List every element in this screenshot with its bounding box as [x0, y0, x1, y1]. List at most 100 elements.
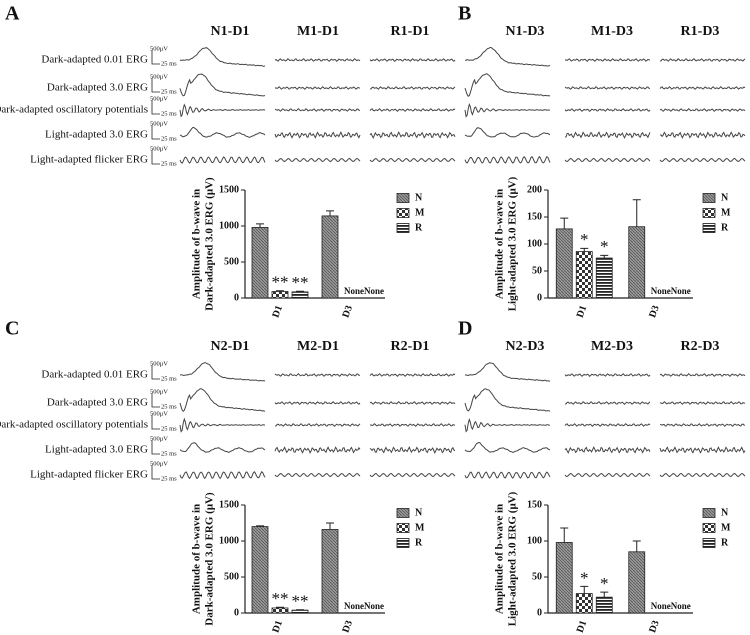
legend-label: M — [721, 207, 731, 218]
x-tick-label: D1 — [270, 304, 285, 319]
erg-trace — [274, 423, 361, 427]
erg-trace — [659, 446, 746, 454]
erg-trace — [464, 388, 551, 412]
erg-trace — [464, 441, 551, 453]
erg-trace — [179, 127, 266, 138]
erg-trace — [659, 401, 746, 405]
erg-trace — [369, 423, 456, 427]
legend-label: M — [721, 522, 731, 533]
erg-trace — [464, 127, 551, 138]
erg-trace — [369, 108, 456, 112]
erg-trace — [274, 157, 361, 163]
scale-time: 25 ms — [161, 110, 177, 117]
erg-trace — [179, 73, 266, 97]
error-bar — [632, 199, 641, 227]
scale-bar — [151, 150, 160, 165]
erg-trace — [464, 417, 551, 433]
y-axis-label: Dark-adapted 3.0 ERG (μV) — [204, 177, 216, 311]
erg-trace — [179, 417, 266, 433]
trace-label: Dark-adapted 3.0 ERG — [47, 82, 148, 94]
scale-time: 25 ms — [161, 88, 177, 95]
erg-trace — [564, 472, 651, 478]
erg-trace — [564, 446, 651, 454]
legend-swatch — [702, 193, 716, 203]
y-tick-label: 500 — [224, 571, 239, 582]
bar — [291, 291, 309, 299]
x-tick-label: D3 — [647, 619, 662, 634]
trace-label: Light-adapted 3.0 ERG — [45, 444, 148, 456]
y-axis-label: Amplitude of b-wave in — [494, 189, 506, 299]
erg-trace — [564, 131, 651, 139]
bar — [595, 257, 613, 299]
bar — [575, 593, 593, 614]
erg-trace — [564, 401, 651, 405]
panel-letter: C — [5, 318, 19, 340]
trace-label: Dark-adapted 0.01 ERG — [41, 369, 148, 381]
y-axis-label: Amplitude of b-wave in — [191, 189, 203, 299]
scale-bar — [151, 465, 160, 480]
error-bar — [276, 290, 284, 292]
scale-bar — [151, 100, 160, 115]
scale-bar — [151, 440, 160, 455]
legend-label: R — [721, 537, 729, 548]
error-bar — [560, 217, 569, 229]
legend-swatch — [396, 193, 410, 203]
bar-annotation: None — [364, 286, 384, 296]
bar — [251, 227, 269, 299]
erg-trace — [274, 58, 361, 62]
y-tick-label: 50 — [532, 265, 542, 276]
erg-trace — [464, 362, 551, 382]
x-tick-label: D1 — [270, 619, 285, 634]
legend-swatch — [396, 538, 410, 548]
error-bar — [326, 522, 334, 530]
legend-label: N — [721, 192, 729, 203]
scale-amplitude: 500μV — [150, 95, 168, 102]
column-header: M2-D3 — [591, 339, 633, 354]
erg-trace — [274, 446, 361, 454]
y-axis-label: Light-adapted 3.0 ERG (μV) — [507, 176, 519, 311]
legend-label: N — [721, 507, 729, 518]
erg-trace — [464, 46, 551, 67]
x-tick-label: D3 — [647, 304, 662, 319]
error-bar — [580, 585, 589, 594]
erg-trace — [564, 108, 651, 112]
y-tick-label: 1000 — [219, 535, 239, 546]
erg-trace — [659, 372, 746, 377]
erg-trace — [274, 107, 361, 112]
error-bar — [580, 247, 589, 252]
column-header: R1-D3 — [681, 24, 720, 39]
erg-trace — [369, 472, 456, 478]
legend-swatch — [702, 508, 716, 518]
scale-amplitude: 500μV — [150, 360, 168, 367]
bar-annotation: None — [671, 601, 691, 611]
bar-annotation: None — [651, 601, 671, 611]
scale-bar — [151, 415, 160, 430]
scale-amplitude: 500μV — [150, 120, 168, 127]
bar-annotation: * — [580, 568, 589, 587]
panel-letter: D — [458, 318, 472, 340]
legend-label: N — [415, 507, 423, 518]
bar-annotation: * — [600, 237, 609, 256]
bar — [251, 526, 269, 614]
erg-trace — [179, 47, 266, 67]
erg-trace — [564, 373, 651, 377]
bar — [321, 529, 339, 614]
column-header: N1-D1 — [211, 24, 250, 39]
erg-trace — [179, 388, 266, 413]
bar-annotation: ** — [292, 592, 309, 611]
legend-swatch — [702, 208, 716, 218]
y-axis-label: Dark-adapted 3.0 ERG (μV) — [204, 492, 216, 626]
erg-trace — [659, 157, 746, 163]
erg-trace — [659, 131, 746, 139]
erg-trace — [369, 446, 456, 454]
error-bar — [560, 527, 569, 543]
scale-time: 25 ms — [161, 60, 177, 67]
bar — [321, 215, 339, 299]
scale-amplitude: 500μV — [150, 145, 168, 152]
erg-trace — [274, 86, 361, 90]
scale-time: 25 ms — [161, 135, 177, 142]
y-tick-label: 1000 — [219, 220, 239, 231]
error-bar — [256, 223, 264, 228]
x-tick-label: D1 — [575, 304, 590, 319]
